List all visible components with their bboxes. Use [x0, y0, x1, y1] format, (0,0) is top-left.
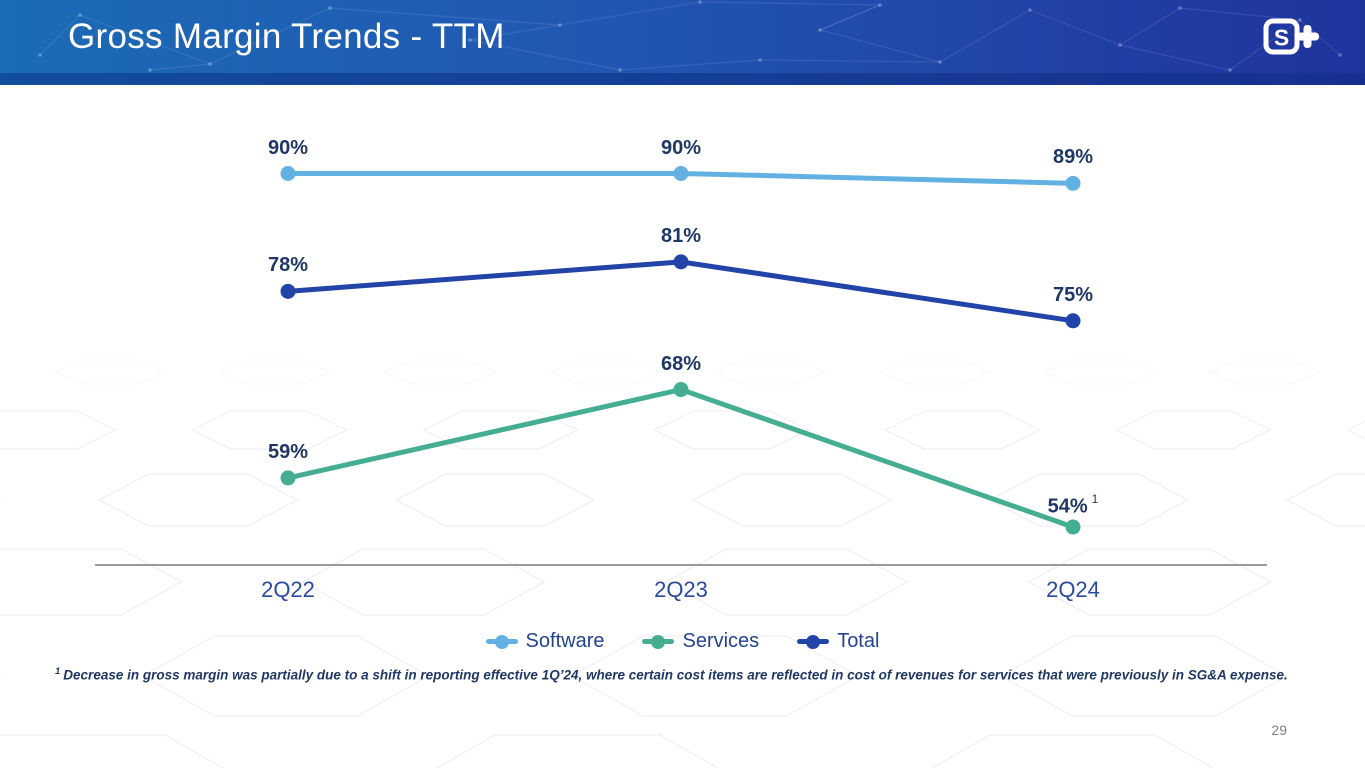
header-banner: Gross Margin Trends - TTM	[0, 0, 1365, 73]
footnote: 1 Decrease in gross margin was partially …	[55, 663, 1305, 685]
legend-marker-icon	[797, 634, 830, 649]
legend-dot-icon	[651, 634, 666, 649]
legend-label: Total	[837, 630, 880, 652]
gross-margin-line-chart: 90% 90% 89% 59% 68% 54% 1 78% 81% 75% 2Q22 2Q23 2Q24	[0, 85, 1365, 620]
data-label-total-2Q24: 75%	[1052, 283, 1094, 306]
point-services-2Q24	[1065, 519, 1081, 535]
data-label-software-2Q22: 90%	[267, 136, 309, 159]
point-software-2Q24	[1065, 175, 1081, 191]
point-total-2Q22	[280, 283, 296, 299]
hexagon-floor-pattern	[0, 359, 1365, 768]
company-logo: S	[1262, 16, 1322, 63]
point-software-2Q23	[673, 166, 689, 181]
point-software-2Q22	[280, 166, 296, 181]
x-tick-2Q23: 2Q23	[654, 577, 708, 602]
header-accent-strip	[0, 73, 1365, 85]
point-services-2Q23	[673, 382, 689, 398]
point-total-2Q24	[1065, 313, 1081, 329]
legend-label: Services	[682, 630, 760, 652]
page-number: 29	[1271, 722, 1287, 738]
data-label-total-2Q22: 78%	[267, 254, 309, 277]
data-label-total-2Q23: 81%	[660, 224, 702, 247]
chart-legend: Software Services Total	[0, 630, 1365, 653]
data-label-services-2Q22: 59%	[267, 440, 309, 463]
legend-item-services: Services	[642, 630, 759, 653]
s-plus-logo-icon: S	[1263, 18, 1319, 55]
legend-item-software: Software	[485, 630, 605, 653]
footnote-reference-marker: 1	[1091, 492, 1099, 507]
legend-marker-icon	[642, 634, 675, 649]
footnote-text: Decrease in gross margin was partially d…	[63, 667, 1288, 683]
footnote-marker: 1	[55, 666, 61, 677]
data-label-software-2Q24: 89%	[1052, 146, 1094, 169]
line-services	[285, 386, 1076, 530]
x-tick-2Q24: 2Q24	[1046, 577, 1100, 602]
data-label-software-2Q23: 90%	[660, 136, 702, 159]
legend-dot-icon	[494, 634, 509, 649]
legend-dot-icon	[806, 634, 821, 649]
slide-title: Gross Margin Trends - TTM	[68, 16, 505, 56]
x-tick-2Q22: 2Q22	[261, 577, 315, 602]
chart-canvas	[95, 166, 1267, 566]
line-total	[285, 259, 1076, 324]
point-total-2Q23	[673, 254, 689, 270]
point-services-2Q22	[280, 470, 296, 486]
data-label-services-2Q23: 68%	[660, 352, 702, 375]
legend-marker-icon	[485, 634, 518, 649]
legend-item-total: Total	[797, 630, 879, 653]
legend-label: Software	[525, 630, 605, 652]
svg-text:S: S	[1274, 25, 1289, 51]
data-label-services-2Q24: 54% 1	[1047, 492, 1099, 518]
